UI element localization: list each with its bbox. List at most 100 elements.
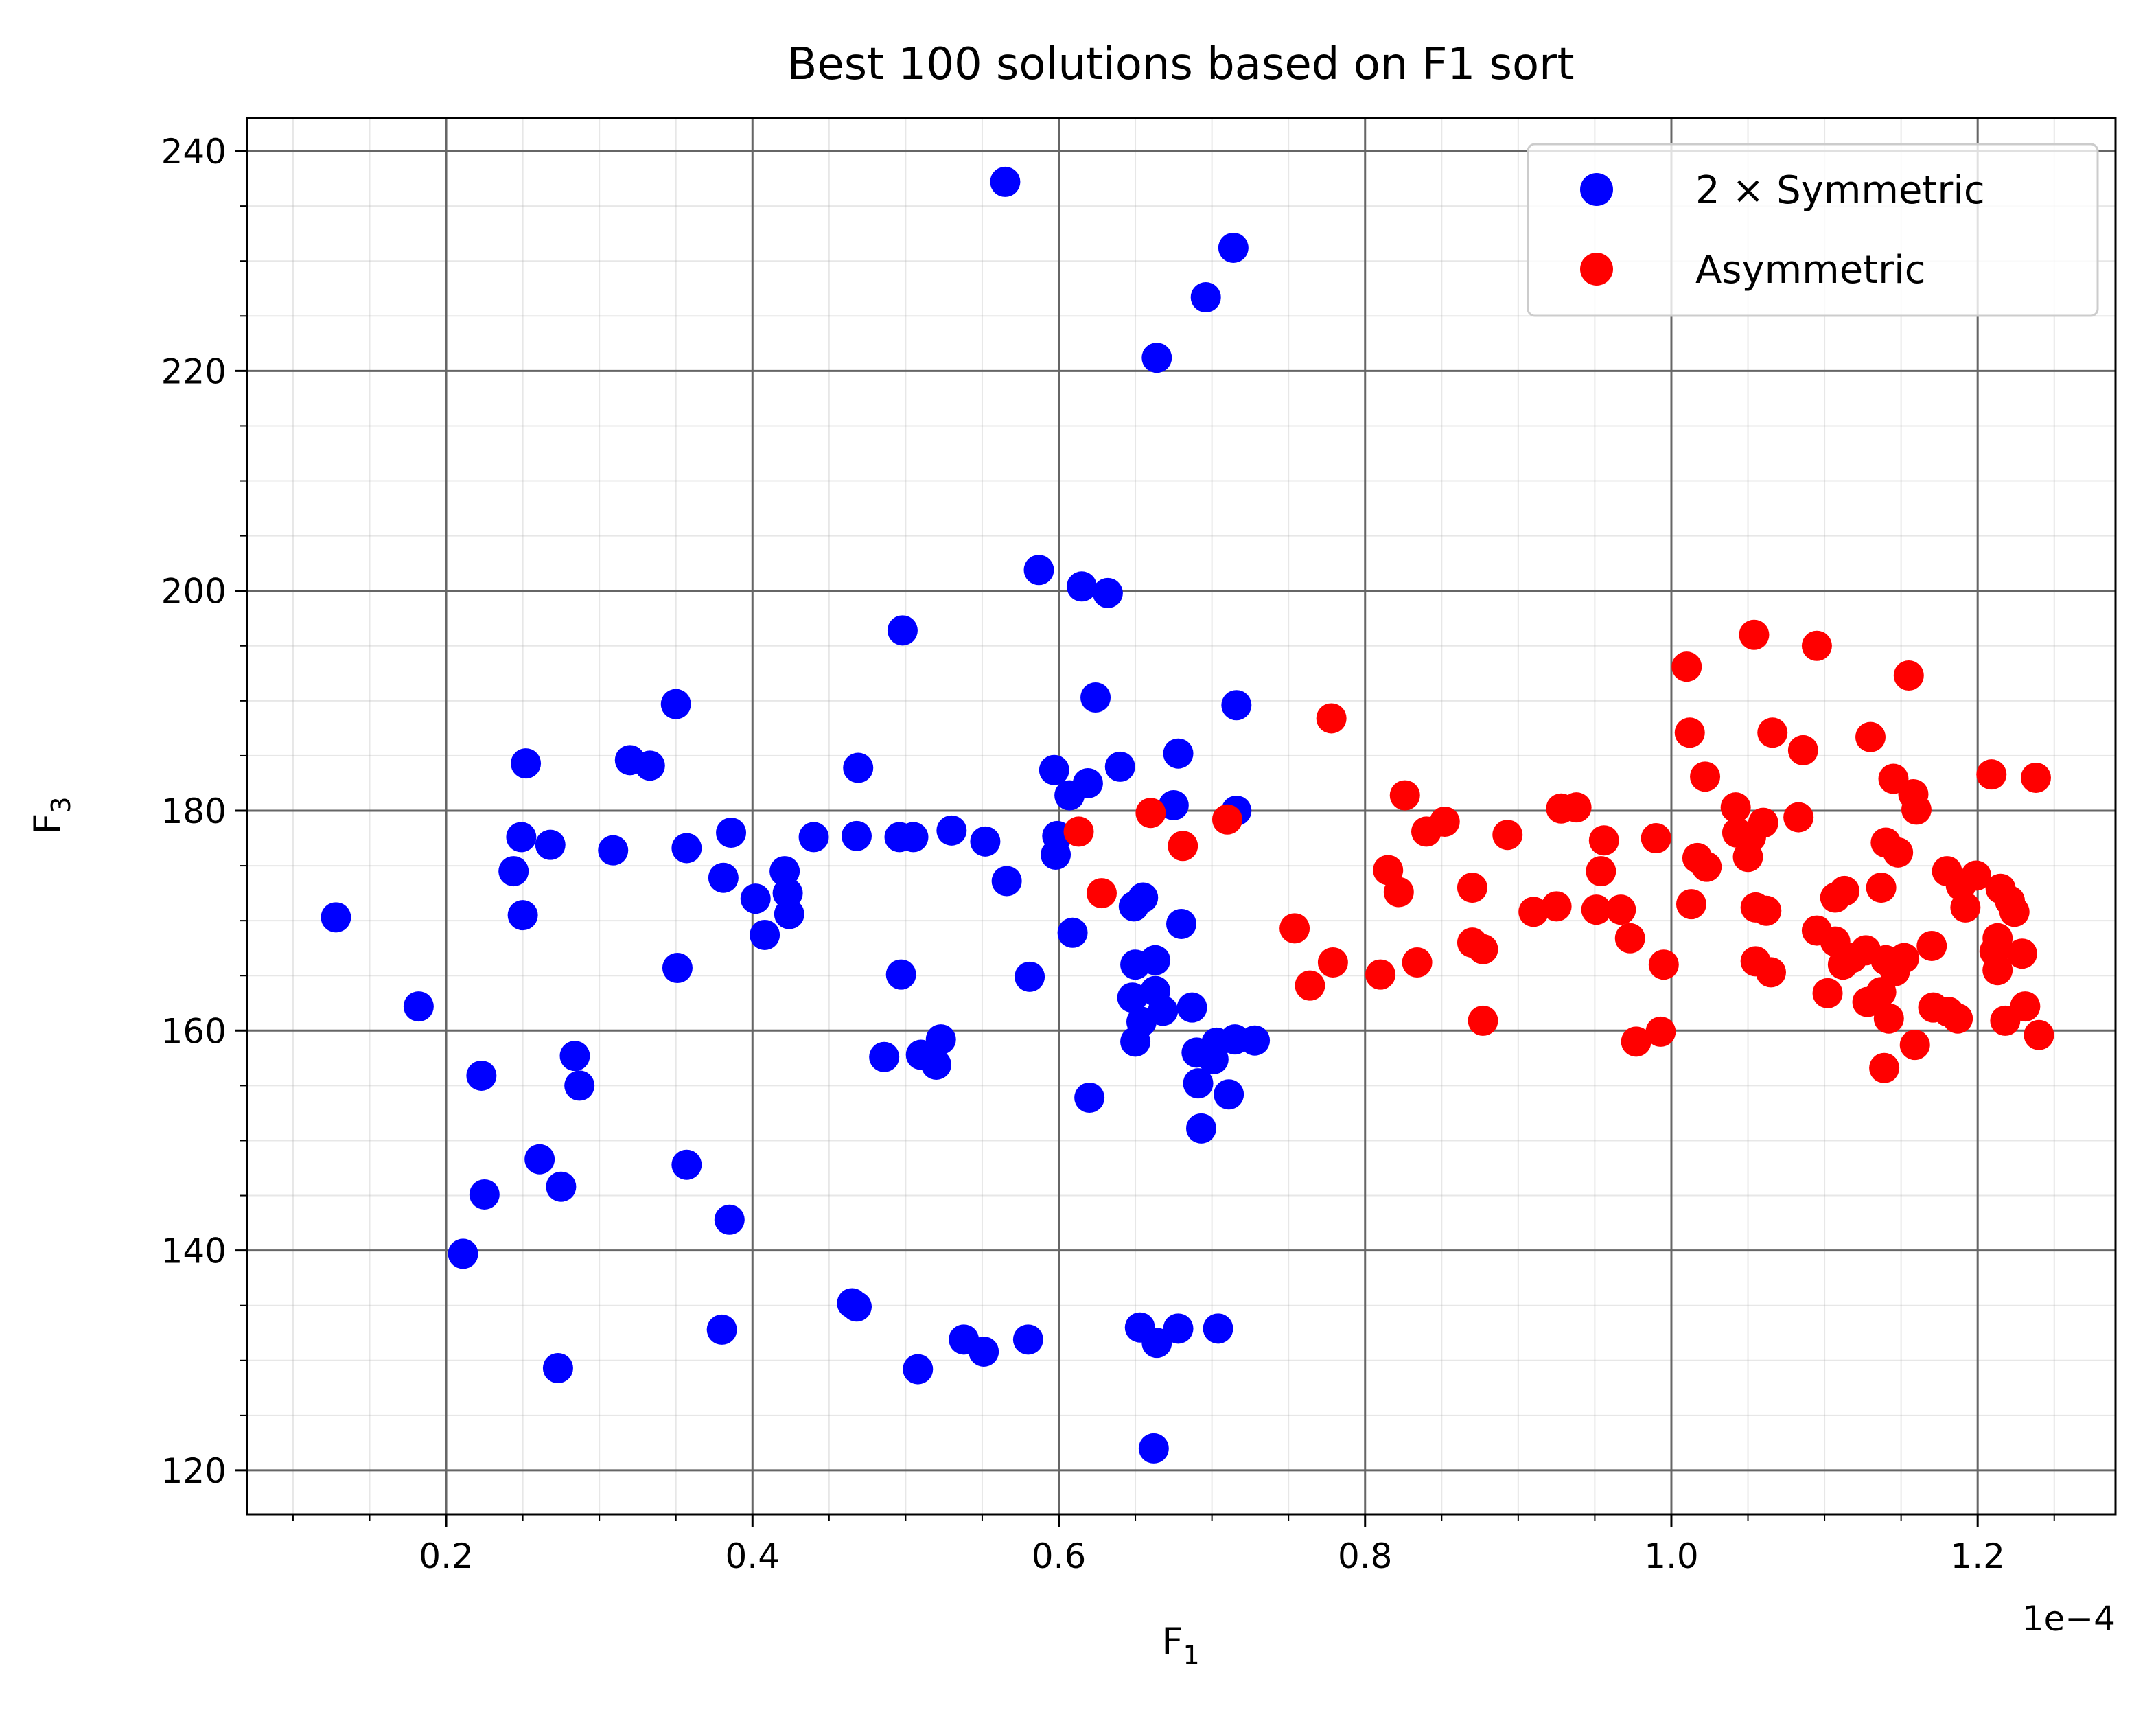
symmetric-point xyxy=(321,902,351,933)
asymmetric-point xyxy=(1990,1005,2021,1036)
asymmetric-point xyxy=(1950,892,1981,923)
symmetric-point xyxy=(1054,780,1085,811)
y-axis-ticks: 120 140 160 180 200 220 240 xyxy=(161,132,247,1491)
symmetric-point xyxy=(921,1049,952,1080)
symmetric-point xyxy=(1092,577,1123,608)
asymmetric-point xyxy=(1783,802,1814,833)
symmetric-point xyxy=(1176,992,1207,1023)
symmetric-point xyxy=(769,856,800,887)
y-axis-label: F3 xyxy=(26,796,76,834)
y-tick-label: 160 xyxy=(161,1011,227,1051)
asymmetric-point xyxy=(1365,959,1396,990)
symmetric-point xyxy=(706,1314,737,1345)
symmetric-point xyxy=(1141,343,1172,373)
asymmetric-point xyxy=(1827,949,1858,980)
symmetric-point xyxy=(1183,1068,1214,1099)
asymmetric-point xyxy=(1492,820,1523,851)
symmetric-point xyxy=(1214,1079,1244,1110)
asymmetric-point xyxy=(1648,949,1679,980)
x-tick-label: 0.4 xyxy=(726,1536,780,1576)
x-tick-label: 0.6 xyxy=(1032,1536,1087,1576)
symmetric-point xyxy=(634,750,665,781)
data-points xyxy=(321,166,2054,1464)
y-tick-label: 180 xyxy=(161,792,227,831)
asymmetric-point xyxy=(1581,894,1612,925)
asymmetric-point xyxy=(1457,873,1487,903)
symmetric-point xyxy=(1218,232,1249,263)
asymmetric-point xyxy=(1383,877,1414,908)
symmetric-point xyxy=(660,689,691,719)
asymmetric-point xyxy=(1086,878,1117,909)
asymmetric-point xyxy=(1468,1005,1498,1036)
asymmetric-point xyxy=(1063,816,1094,847)
symmetric-point xyxy=(671,833,702,864)
plot-area-frame xyxy=(246,117,2117,1516)
symmetric-point xyxy=(1163,1313,1194,1344)
symmetric-point xyxy=(1120,1026,1151,1057)
symmetric-point xyxy=(403,991,434,1022)
chart-title: Best 100 solutions based on F1 sort xyxy=(787,39,1574,90)
x-tick-label: 0.8 xyxy=(1338,1536,1393,1576)
symmetric-point xyxy=(903,1354,934,1385)
asymmetric-point xyxy=(1893,660,1924,691)
asymmetric-point xyxy=(1691,851,1722,882)
symmetric-point xyxy=(925,1024,956,1055)
symmetric-point xyxy=(708,862,739,893)
major-grid xyxy=(247,118,2116,1514)
asymmetric-point xyxy=(1999,897,2030,927)
asymmetric-point xyxy=(1621,1026,1651,1057)
symmetric-point xyxy=(1066,571,1097,602)
asymmetric-point xyxy=(1755,957,1786,988)
asymmetric-point xyxy=(1676,889,1706,920)
asymmetric-point xyxy=(1541,891,1572,922)
asymmetric-point xyxy=(1561,792,1592,823)
legend: 2 × Symmetric Asymmetric xyxy=(1527,143,2099,317)
symmetric-point xyxy=(466,1060,497,1091)
symmetric-point xyxy=(662,953,693,984)
symmetric-point xyxy=(507,900,538,931)
symmetric-point xyxy=(869,1041,900,1072)
symmetric-point xyxy=(716,818,747,848)
asymmetric-point xyxy=(1751,895,1782,926)
symmetric-point xyxy=(1074,1083,1105,1113)
asymmetric-point xyxy=(1586,856,1616,887)
asymmetric-point xyxy=(1976,759,2007,790)
asymmetric-point xyxy=(1671,651,1702,682)
symmetric-point xyxy=(598,835,629,866)
symmetric-point xyxy=(714,1204,745,1235)
asymmetric-point xyxy=(2024,1019,2054,1050)
symmetric-point xyxy=(798,822,829,853)
legend-label-asymmetric: Asymmetric xyxy=(1695,248,1926,292)
asymmetric-point xyxy=(1739,619,1770,650)
asymmetric-point xyxy=(1295,970,1325,1001)
y-tick-label: 120 xyxy=(161,1451,227,1491)
symmetric-point xyxy=(448,1238,478,1269)
symmetric-point xyxy=(1080,682,1111,713)
symmetric-point xyxy=(1186,1113,1217,1144)
symmetric-point xyxy=(671,1149,702,1180)
asymmetric-point xyxy=(1801,630,1832,661)
symmetric-point xyxy=(1141,1328,1172,1359)
symmetric-point xyxy=(546,1171,577,1202)
asymmetric-point xyxy=(1720,792,1751,823)
symmetric-point xyxy=(898,822,929,853)
asymmetric-point xyxy=(1212,804,1242,835)
symmetric-point xyxy=(843,752,874,783)
symmetric-point xyxy=(564,1070,595,1101)
symmetric-point xyxy=(535,829,566,860)
asymmetric-point xyxy=(1168,831,1198,862)
x-tick-label: 1.2 xyxy=(1950,1536,2005,1576)
symmetric-point xyxy=(559,1041,590,1072)
asymmetric-point xyxy=(1812,978,1843,1008)
symmetric-point xyxy=(469,1179,500,1210)
legend-marker-symmetric xyxy=(1580,173,1613,206)
symmetric-point xyxy=(1041,840,1071,870)
symmetric-point xyxy=(1163,738,1194,769)
asymmetric-point xyxy=(1883,837,1914,868)
symmetric-point xyxy=(1158,789,1189,820)
y-tick-label: 220 xyxy=(161,351,227,391)
legend-label-symmetric: 2 × Symmetric xyxy=(1695,168,1985,213)
asymmetric-point xyxy=(1518,897,1549,927)
asymmetric-point xyxy=(1732,842,1763,873)
